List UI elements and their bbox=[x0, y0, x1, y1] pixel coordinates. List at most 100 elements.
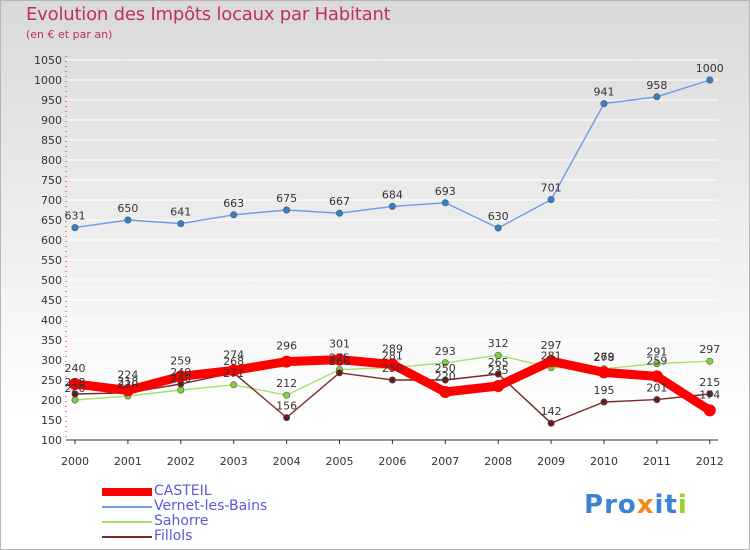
data-label-sahorre: 275 bbox=[329, 352, 350, 365]
data-point-casteil bbox=[703, 404, 716, 417]
x-tick-label: 2004 bbox=[273, 455, 301, 468]
data-labels: 240 224 259 274 296 301 289 220 235 297 269 259 174 6… bbox=[65, 62, 724, 418]
chart-title: Evolution des Impôts locaux par Habitant bbox=[26, 4, 391, 25]
data-label-sahorre: 297 bbox=[699, 343, 720, 356]
data-label-sahorre: 220 bbox=[65, 382, 86, 395]
legend-swatch-casteil bbox=[102, 488, 152, 496]
data-point-vernet-les-bains bbox=[230, 211, 238, 219]
data-label-sahorre: 271 bbox=[223, 367, 244, 380]
data-point-casteil bbox=[227, 364, 240, 377]
data-label-casteil: 301 bbox=[329, 338, 350, 351]
data-label-fillols: 268 bbox=[329, 355, 350, 368]
x-tick-label: 2007 bbox=[431, 455, 459, 468]
logo-letter: r bbox=[604, 490, 618, 520]
data-point-casteil bbox=[280, 355, 293, 368]
data-label-sahorre: 281 bbox=[382, 350, 403, 363]
data-label-vernet-les-bains: 684 bbox=[382, 188, 403, 201]
data-label-casteil: 224 bbox=[117, 368, 138, 381]
x-tick-label: 2001 bbox=[114, 455, 142, 468]
y-tick-label: 1000 bbox=[34, 74, 62, 87]
y-tick-label: 350 bbox=[41, 334, 62, 347]
y-tick-label: 550 bbox=[41, 254, 62, 267]
data-point-casteil bbox=[545, 355, 558, 368]
logo-letter: i bbox=[654, 490, 665, 520]
x-axis-ticks: 2000 2001 2002 2003 2004 2005 2006 2007 2008 2009… bbox=[61, 440, 724, 468]
legend-swatch-vernet-les-bains bbox=[102, 506, 152, 508]
y-tick-label: 650 bbox=[41, 214, 62, 227]
data-point-casteil bbox=[492, 380, 505, 392]
y-tick-label: 250 bbox=[41, 374, 62, 387]
data-label-fillols: 268 bbox=[223, 355, 244, 368]
data-point-fillols bbox=[653, 396, 661, 404]
data-label-vernet-les-bains: 693 bbox=[435, 185, 456, 198]
y-tick-label: 400 bbox=[41, 314, 62, 327]
data-label-casteil: 274 bbox=[223, 348, 244, 361]
y-tick-label: 950 bbox=[41, 94, 62, 107]
data-label-fillols: 156 bbox=[276, 400, 297, 413]
x-tick-label: 2011 bbox=[643, 455, 671, 468]
data-label-vernet-les-bains: 675 bbox=[276, 192, 297, 205]
y-tick-label: 850 bbox=[41, 134, 62, 147]
data-point-vernet-les-bains bbox=[600, 100, 608, 108]
y-tick-label: 150 bbox=[41, 414, 62, 427]
y-tick-label: 700 bbox=[41, 194, 62, 207]
data-label-fillols: 240 bbox=[170, 366, 191, 379]
data-point-fillols bbox=[388, 376, 396, 384]
x-tick-label: 2003 bbox=[220, 455, 248, 468]
data-point-vernet-les-bains bbox=[494, 224, 502, 232]
data-label-vernet-les-bains: 701 bbox=[541, 182, 562, 195]
data-label-fillols: 250 bbox=[435, 362, 456, 375]
data-point-fillols bbox=[706, 390, 714, 398]
data-point-sahorre bbox=[71, 396, 79, 404]
logo-letter: t bbox=[664, 490, 678, 520]
data-label-casteil: 220 bbox=[435, 370, 456, 383]
y-tick-label: 100 bbox=[41, 434, 62, 447]
data-point-fillols bbox=[600, 398, 608, 406]
data-label-vernet-les-bains: 641 bbox=[170, 206, 191, 219]
legend-swatch-sahorre bbox=[102, 521, 152, 523]
data-label-vernet-les-bains: 667 bbox=[329, 195, 350, 208]
data-label-casteil: 259 bbox=[170, 354, 191, 367]
x-tick-label: 2012 bbox=[696, 455, 724, 468]
data-label-vernet-les-bains: 630 bbox=[488, 210, 509, 223]
data-point-vernet-les-bains bbox=[124, 216, 132, 224]
data-label-fillols: 195 bbox=[594, 384, 615, 397]
data-point-vernet-les-bains bbox=[71, 224, 79, 232]
series-lines bbox=[69, 76, 716, 427]
data-point-sahorre bbox=[283, 391, 291, 399]
data-point-sahorre bbox=[706, 357, 714, 365]
legend-label: Vernet-les-Bains bbox=[154, 498, 268, 514]
legend-swatch-fillols bbox=[102, 536, 152, 538]
data-label-casteil: 289 bbox=[382, 342, 403, 355]
data-label-vernet-les-bains: 650 bbox=[117, 202, 138, 215]
x-tick-label: 2005 bbox=[326, 455, 354, 468]
data-point-fillols bbox=[494, 370, 502, 378]
data-label-sahorre: 212 bbox=[276, 377, 297, 390]
data-point-sahorre bbox=[177, 386, 185, 394]
data-point-fillols bbox=[335, 369, 343, 377]
y-axis-ticks: 100 150 200 250 300 350 400 450 500 550 600 650 700 7… bbox=[34, 54, 62, 447]
data-point-casteil bbox=[650, 370, 663, 383]
series-casteil bbox=[69, 353, 716, 417]
data-point-fillols bbox=[283, 414, 291, 422]
y-tick-label: 900 bbox=[41, 114, 62, 127]
data-label-sahorre: 291 bbox=[646, 346, 667, 359]
data-label-sahorre: 220 bbox=[117, 378, 138, 391]
y-tick-label: 800 bbox=[41, 154, 62, 167]
x-tick-label: 2008 bbox=[484, 455, 512, 468]
x-tick-label: 2002 bbox=[167, 455, 195, 468]
y-tick-label: 500 bbox=[41, 274, 62, 287]
data-point-sahorre bbox=[230, 381, 238, 389]
chart-subtitle: (en € et par an) bbox=[26, 28, 113, 41]
y-tick-label: 600 bbox=[41, 234, 62, 247]
logo-letter: i bbox=[677, 490, 688, 520]
y-tick-label: 450 bbox=[41, 294, 62, 307]
data-label-casteil: 235 bbox=[488, 364, 509, 377]
x-tick-label: 2009 bbox=[537, 455, 565, 468]
data-label-sahorre: 281 bbox=[541, 350, 562, 363]
data-label-casteil: 240 bbox=[65, 362, 86, 375]
x-tick-label: 2006 bbox=[378, 455, 406, 468]
data-label-casteil: 296 bbox=[276, 340, 297, 353]
data-point-vernet-les-bains bbox=[706, 76, 714, 84]
